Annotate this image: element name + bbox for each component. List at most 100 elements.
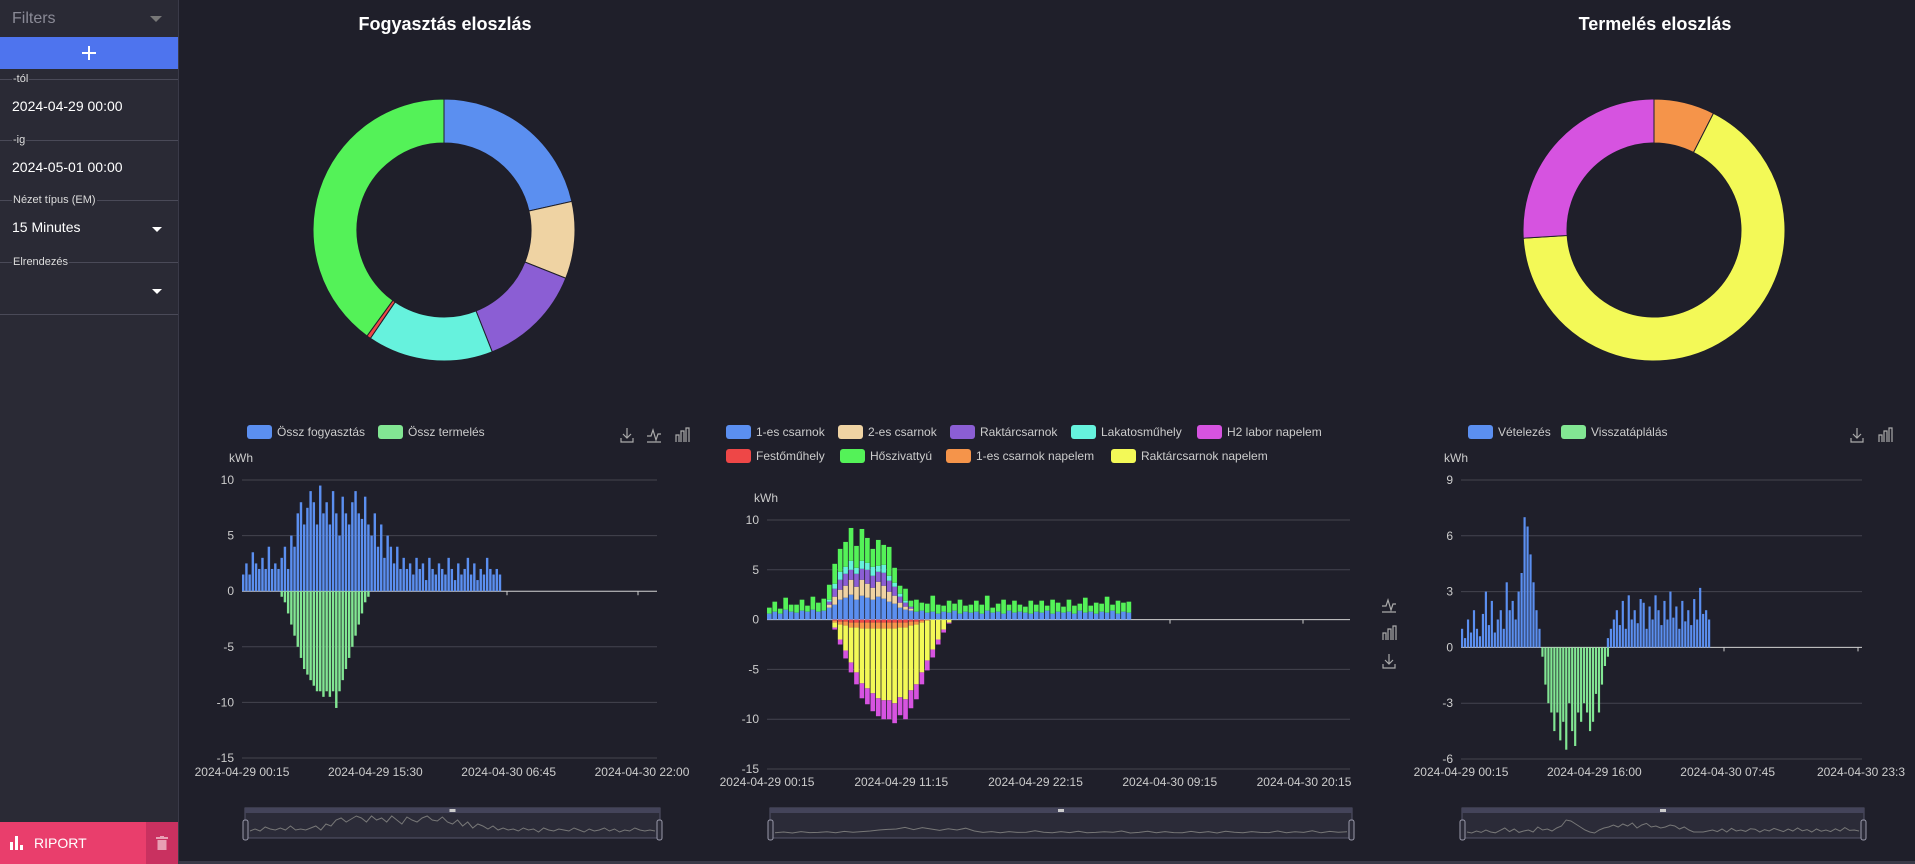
chart2-bar — [903, 602, 908, 607]
chart1-bar — [347, 591, 351, 658]
chart2-bar — [865, 622, 870, 629]
chart2-bar — [854, 567, 859, 574]
chart2-bar — [837, 619, 843, 622]
legend-item-export[interactable]: Visszatáplálás — [1561, 425, 1668, 439]
chart2-bar — [875, 622, 881, 629]
legend-item-total-consumption[interactable]: Össz fogyasztás — [247, 425, 365, 439]
legend-item-h-szivatty-[interactable]: Hőszivattyú — [840, 449, 932, 463]
chart1-bar — [434, 574, 438, 592]
chart3-zoom-slider[interactable] — [1459, 807, 1867, 841]
chart2-bar — [1066, 599, 1072, 612]
chart1-bar — [373, 513, 377, 592]
chart1-bar — [277, 568, 280, 592]
legend-item-1-es-csarnok-napelem[interactable]: 1-es csarnok napelem — [946, 449, 1094, 463]
chart2-bar — [832, 627, 838, 630]
chart3-bar — [1559, 647, 1562, 741]
chart2-bar — [924, 620, 930, 661]
to-value[interactable]: 2024-05-01 00:00 — [12, 159, 123, 175]
legend-label: Vételezés — [1498, 425, 1551, 439]
chart3-bar — [1508, 610, 1511, 648]
chart2-bar — [810, 609, 816, 620]
layout-select[interactable]: Elrendezés — [0, 256, 178, 315]
chart3-bar — [1568, 647, 1571, 704]
chart2-bar — [843, 625, 848, 651]
chart3-bar — [1550, 647, 1553, 713]
chart1-slider-left-handle[interactable] — [242, 819, 249, 841]
add-filter-button[interactable] — [0, 37, 178, 69]
download-icon[interactable] — [1382, 654, 1396, 669]
chart2-bar — [903, 600, 908, 603]
bar-chart-icon-shape — [675, 427, 690, 442]
from-value[interactable]: 2024-04-29 00:00 — [12, 98, 123, 114]
chart3-slider-left-handle[interactable] — [1459, 819, 1466, 841]
chart1-slider-grip[interactable] — [449, 809, 456, 812]
chart1-zoom-slider[interactable] — [242, 807, 663, 841]
bar-chart-icon[interactable] — [675, 427, 690, 442]
chart1-bar — [315, 591, 319, 692]
chart2-bar — [1077, 603, 1083, 611]
chart2-slider-grip[interactable] — [1058, 809, 1064, 812]
chart3-slider-right-handle[interactable] — [1860, 819, 1867, 841]
legend-item-1-es-csarnok[interactable]: 1-es csarnok — [726, 425, 826, 439]
chart1-bar — [399, 568, 402, 592]
chart2-bar — [881, 572, 887, 586]
legend-item-fest-m-hely[interactable]: Festőműhely — [726, 449, 825, 463]
chart3-bar — [1535, 610, 1538, 648]
chart1-bar — [363, 496, 367, 592]
from-date-field[interactable]: -tól 2024-04-29 00:00 — [0, 73, 178, 130]
line-chart-icon[interactable] — [1382, 598, 1396, 613]
chart2-slider-right-handle[interactable] — [1348, 819, 1355, 841]
download-icon[interactable] — [620, 428, 634, 443]
filters-dropdown[interactable]: Filters — [0, 0, 178, 38]
delete-button[interactable] — [146, 822, 178, 864]
bar-chart-icon[interactable] — [1878, 427, 1893, 442]
chart2-bar — [914, 684, 919, 700]
chart1-slider-right-handle[interactable] — [656, 819, 663, 841]
chart2-y-tick-label: 10 — [746, 513, 760, 527]
chart3-slider-grip[interactable] — [1660, 809, 1666, 812]
chart3-bar — [1478, 636, 1482, 648]
report-button[interactable]: RIPORT — [0, 822, 146, 864]
chart2-bar — [903, 699, 908, 720]
legend-item-lakatosm-hely[interactable]: Lakatosműhely — [1071, 425, 1182, 439]
chart2-bar — [1126, 612, 1132, 620]
chart2-bar — [832, 619, 838, 621]
chart1-bar — [315, 524, 319, 592]
chart3-bar — [1511, 600, 1514, 648]
legend-item-rakt-rcsarnok[interactable]: Raktárcsarnok — [950, 425, 1058, 439]
chart1-bar — [354, 491, 357, 592]
bar-chart-icon[interactable] — [1382, 625, 1397, 640]
chart2-bar — [908, 606, 914, 609]
chart2-bar — [832, 596, 838, 605]
chart2-bar — [1088, 611, 1094, 620]
chart2-bar — [875, 581, 881, 597]
chart2-bar — [767, 613, 772, 620]
chart2-bar — [1012, 612, 1017, 620]
chart2-slider-left-handle[interactable] — [767, 819, 774, 841]
chart2-zoom-slider[interactable] — [767, 807, 1355, 841]
to-date-field[interactable]: -ig 2024-05-01 00:00 — [0, 134, 178, 191]
chart1-bar — [351, 591, 354, 647]
chart2-bar — [854, 586, 859, 600]
chart1-bar — [293, 546, 296, 592]
legend-item-h2-labor-napelem[interactable]: H2 labor napelem — [1197, 425, 1322, 439]
chart1-bar — [431, 568, 434, 592]
legend-item-2-es-csarnok[interactable]: 2-es csarnok — [838, 425, 938, 439]
chart1-bar — [280, 557, 283, 592]
chart2-bar — [1001, 613, 1006, 620]
bar-chart-icon — [10, 836, 24, 850]
view-type-select[interactable]: Nézet típus (EM) 15 Minutes — [0, 194, 178, 253]
legend-item-import[interactable]: Vételezés — [1468, 425, 1551, 439]
legend-item-rakt-rcsarnok-napelem[interactable]: Raktárcsarnok napelem — [1111, 449, 1268, 463]
chart1-y-tick-label: -5 — [223, 640, 234, 654]
legend-item-total-production[interactable]: Össz termelés — [378, 425, 485, 439]
chart2-bar — [1115, 600, 1121, 614]
chart1-bar — [290, 591, 293, 625]
chart2-bar — [892, 603, 897, 620]
chart2-bar — [1050, 613, 1055, 620]
chart2-bar — [837, 599, 843, 620]
line-chart-icon[interactable] — [647, 428, 661, 443]
chart2-bar — [837, 548, 843, 572]
download-icon[interactable] — [1850, 428, 1864, 443]
